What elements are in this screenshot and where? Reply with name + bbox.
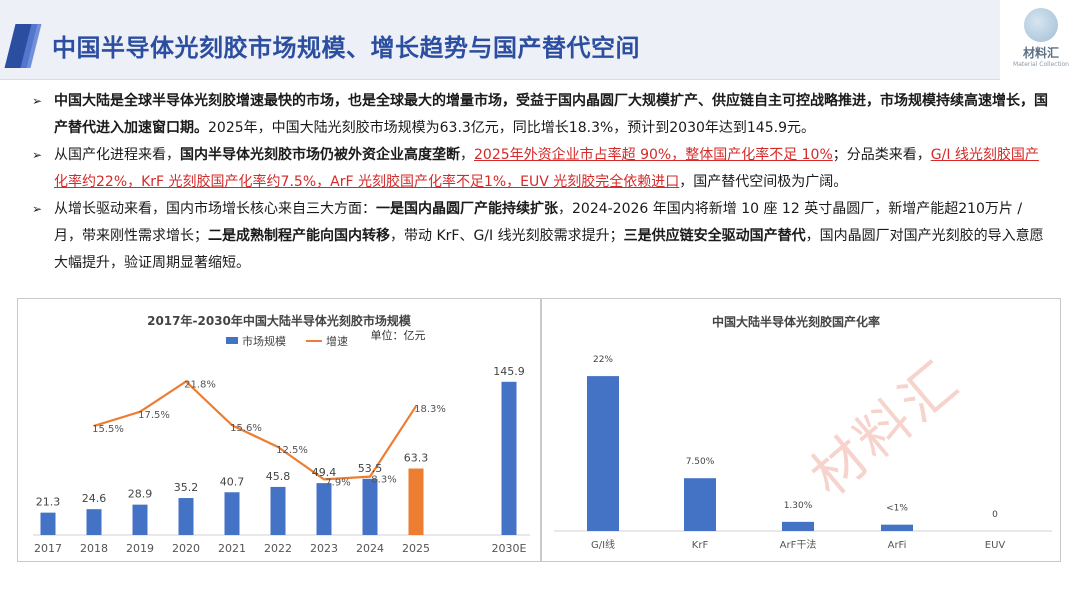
arrow-bullet-icon: ➢ (32, 148, 43, 162)
arrow-bullet-icon: ➢ (32, 202, 43, 216)
growth-point-label: 7.9% (325, 477, 350, 488)
bullet-text: 2025年，中国大陆光刻胶市场规模为63.3亿元，同比增长18.3%，预计到20… (208, 120, 815, 136)
bullet-bold-text: 国内半导体光刻胶市场仍被外资企业高度垄断 (180, 147, 460, 163)
chart-unit-label: 单位：亿元 (371, 328, 426, 342)
bar-value-label: 7.50% (686, 457, 715, 467)
bar-value-label: 28.9 (128, 488, 153, 501)
growth-point-label: 21.8% (184, 380, 216, 391)
bar-market-size (178, 498, 194, 535)
localization-rate-chart: 中国大陆半导体光刻胶国产化率 22% G/I线 7.50% KrF 1.30% ArF干法… (554, 314, 1052, 551)
bar-value-label: 24.6 (82, 492, 107, 505)
bullet-bold-text: 一是国内晶圆厂产能持续扩张 (376, 201, 558, 217)
bullet-bold-text: 三是供应链安全驱动国产替代 (623, 228, 806, 244)
bar-market-size (316, 483, 332, 535)
bullet-highlight-text: G/I 线光刻胶国产化率约22%，KrF 光刻胶国产化率约7.5%，ArF 光刻… (54, 147, 1039, 190)
logo-tree-icon (1024, 8, 1058, 42)
x-tick-label: 2030E (492, 542, 527, 555)
bar-value-label: 53.5 (358, 462, 383, 475)
x-tick-label: 2024 (356, 542, 384, 555)
bar-value-label: 0 (992, 510, 998, 520)
x-tick-label: 2017 (34, 542, 62, 555)
bullet-highlight-text: 2025年外资企业市占率超 90%，整体国产化率不足 10% (474, 147, 833, 163)
logo-subtitle: Material Collection (1013, 61, 1069, 68)
x-tick-label: G/I线 (591, 538, 615, 551)
bar-value-label: 22% (593, 355, 613, 365)
bullet-bold-text: 中国大陆是全球半导体光刻胶增速最快的市场，也是全球最大的增量市场，受益于国内晶圆… (54, 93, 1048, 136)
localization-chart-panel: 中国大陆半导体光刻胶国产化率 22% G/I线 7.50% KrF 1.30% ArF干法… (541, 298, 1061, 562)
bar-market-size (270, 486, 286, 535)
x-tick-label: KrF (692, 540, 709, 551)
x-tick-label: 2020 (172, 542, 200, 555)
legend-bar-swatch (226, 337, 238, 344)
growth-point-label: 15.5% (92, 424, 124, 435)
x-tick-label: EUV (985, 540, 1006, 551)
bar-value-label: 145.9 (493, 365, 525, 378)
legend-label: 市场规模 (242, 334, 286, 348)
bullet-item: ➢ 从国产化进程来看，国内半导体光刻胶市场仍被外资企业高度垄断，2025年外资企… (32, 142, 1052, 196)
bar-localization-rate (587, 376, 619, 531)
bullet-text: ， (460, 147, 474, 163)
bar-value-label: 49.4 (312, 466, 337, 479)
x-tick-label: 2025 (402, 542, 430, 555)
bar-market-size (501, 381, 517, 535)
growth-point-label: 12.5% (276, 445, 308, 456)
title-bar: 中国半导体光刻胶市场规模、增长趋势与国产替代空间 (0, 0, 1000, 80)
bar-value-label: 35.2 (174, 481, 199, 494)
bar-value-label: <1% (886, 504, 908, 514)
bullet-text: ，国产替代空间极为广阔。 (679, 174, 848, 190)
bullet-text: 从增长驱动来看，国内市场增长核心来自三大方面： (54, 201, 376, 217)
growth-point-label: 18.3% (414, 404, 446, 415)
x-tick-label: 2023 (310, 542, 338, 555)
growth-point-label: 15.6% (230, 423, 262, 434)
market-size-chart: 2017年-2030年中国大陆半导体光刻胶市场规模 单位：亿元 市场规模 增速 … (33, 313, 530, 555)
bar-market-size (362, 478, 378, 535)
x-tick-label: 2018 (80, 542, 108, 555)
bullet-text: 从国产化进程来看， (54, 147, 180, 163)
bullet-item: ➢ 从增长驱动来看，国内市场增长核心来自三大方面：一是国内晶圆厂产能持续扩张，2… (32, 196, 1052, 277)
bar-localization-rate (684, 478, 716, 531)
bullet-text: ；分品类来看， (832, 147, 931, 163)
bar-market-size (86, 509, 102, 535)
chart-title: 中国大陆半导体光刻胶国产化率 (712, 314, 880, 329)
logo-name: 材料汇 (1022, 46, 1059, 60)
bar-value-label: 21.3 (36, 496, 61, 509)
bullet-text: ，2024-2026 年国内将新增 10 座 12 英寸晶圆厂，新增产能超210… (54, 201, 1023, 244)
bullet-bold-text: 二是成熟制程产能向国内转移 (208, 228, 390, 244)
bullet-text: ，国内晶圆厂对国产光刻胶的导入意愿大幅提升，验证周期显著缩短。 (54, 228, 1044, 271)
bullet-text: ，带动 KrF、G/I 线光刻胶需求提升； (390, 228, 624, 244)
growth-point-label: 17.5% (138, 410, 170, 421)
bar-market-size (224, 492, 240, 535)
legend-label: 增速 (326, 334, 348, 348)
x-tick-label: 2019 (126, 542, 154, 555)
chart-title: 2017年-2030年中国大陆半导体光刻胶市场规模 (147, 313, 412, 328)
market-size-chart-panel: 2017年-2030年中国大陆半导体光刻胶市场规模 单位：亿元 市场规模 增速 … (17, 298, 541, 562)
bar-market-size (408, 468, 424, 535)
growth-line (93, 380, 417, 481)
arrow-bullet-icon: ➢ (32, 94, 43, 108)
x-tick-label: 2022 (264, 542, 292, 555)
x-tick-label: ArF干法 (780, 538, 817, 551)
growth-point-label: 8.3% (371, 475, 396, 486)
bar-localization-rate (881, 524, 913, 531)
bar-value-label: 40.7 (220, 475, 245, 488)
bar-localization-rate (782, 521, 814, 531)
bar-value-label: 45.8 (266, 470, 291, 483)
bullet-item: ➢ 中国大陆是全球半导体光刻胶增速最快的市场，也是全球最大的增量市场，受益于国内… (32, 88, 1052, 142)
x-tick-label: ArFi (888, 540, 907, 551)
bar-value-label: 1.30% (784, 501, 813, 511)
bar-value-label: 63.3 (404, 452, 429, 465)
page-title: 中国半导体光刻胶市场规模、增长趋势与国产替代空间 (52, 34, 640, 62)
bar-market-size (40, 512, 56, 535)
bullet-list: ➢ 中国大陆是全球半导体光刻胶增速最快的市场，也是全球最大的增量市场，受益于国内… (32, 88, 1052, 277)
bar-market-size (132, 504, 148, 535)
x-tick-label: 2021 (218, 542, 246, 555)
logo: 材料汇 Material Collection (1006, 6, 1076, 76)
